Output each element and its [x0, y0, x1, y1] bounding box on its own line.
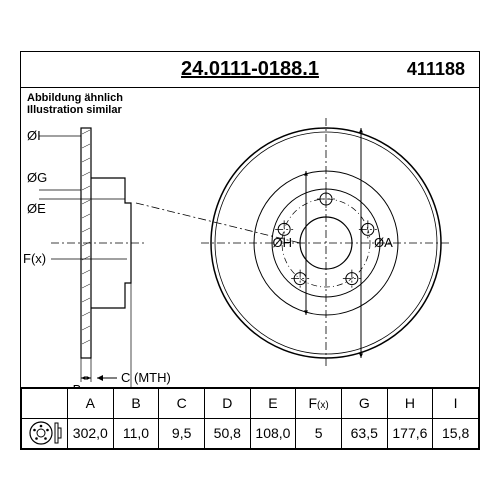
col-A: A	[68, 388, 114, 418]
drawing-area: Abbildung ähnlich Illustration similar Ø…	[21, 88, 479, 388]
disc-icon	[27, 421, 63, 445]
col-E: E	[250, 388, 296, 418]
col-G: G	[341, 388, 387, 418]
col-B: B	[113, 388, 159, 418]
alt-number: 411188	[407, 59, 465, 80]
val-C: 9,5	[159, 418, 205, 448]
col-Fx: F(x)	[296, 388, 342, 418]
svg-text:ØI: ØI	[27, 128, 41, 143]
svg-text:B: B	[73, 382, 82, 388]
table-header-row: A B C D E F(x) G H I	[22, 388, 479, 418]
val-Fx: 5	[296, 418, 342, 448]
col-D: D	[204, 388, 250, 418]
val-A: 302,0	[68, 418, 114, 448]
icon-cell	[22, 418, 68, 448]
svg-text:ØG: ØG	[27, 170, 47, 185]
col-H: H	[387, 388, 433, 418]
val-B: 11,0	[113, 418, 159, 448]
icon-header-cell	[22, 388, 68, 418]
spec-sheet: 24.0111-0188.1 411188 Abbildung ähnlich …	[20, 51, 480, 450]
val-H: 177,6	[387, 418, 433, 448]
technical-drawing: ØIØGØEF(x)ØHØABC (MTH)D	[21, 88, 479, 387]
col-C: C	[159, 388, 205, 418]
header-bar: 24.0111-0188.1 411188	[21, 52, 479, 88]
svg-text:ØA: ØA	[374, 235, 393, 250]
val-D: 50,8	[204, 418, 250, 448]
svg-text:F(x): F(x)	[23, 251, 46, 266]
svg-text:C (MTH): C (MTH)	[121, 370, 171, 385]
part-number: 24.0111-0188.1	[181, 58, 319, 81]
col-I: I	[433, 388, 479, 418]
val-I: 15,8	[433, 418, 479, 448]
table-value-row: 302,0 11,0 9,5 50,8 108,0 5 63,5 177,6 1…	[22, 418, 479, 448]
val-G: 63,5	[341, 418, 387, 448]
svg-text:ØE: ØE	[27, 201, 46, 216]
val-E: 108,0	[250, 418, 296, 448]
spec-table: A B C D E F(x) G H I	[21, 388, 479, 449]
svg-text:ØH: ØH	[273, 235, 293, 250]
